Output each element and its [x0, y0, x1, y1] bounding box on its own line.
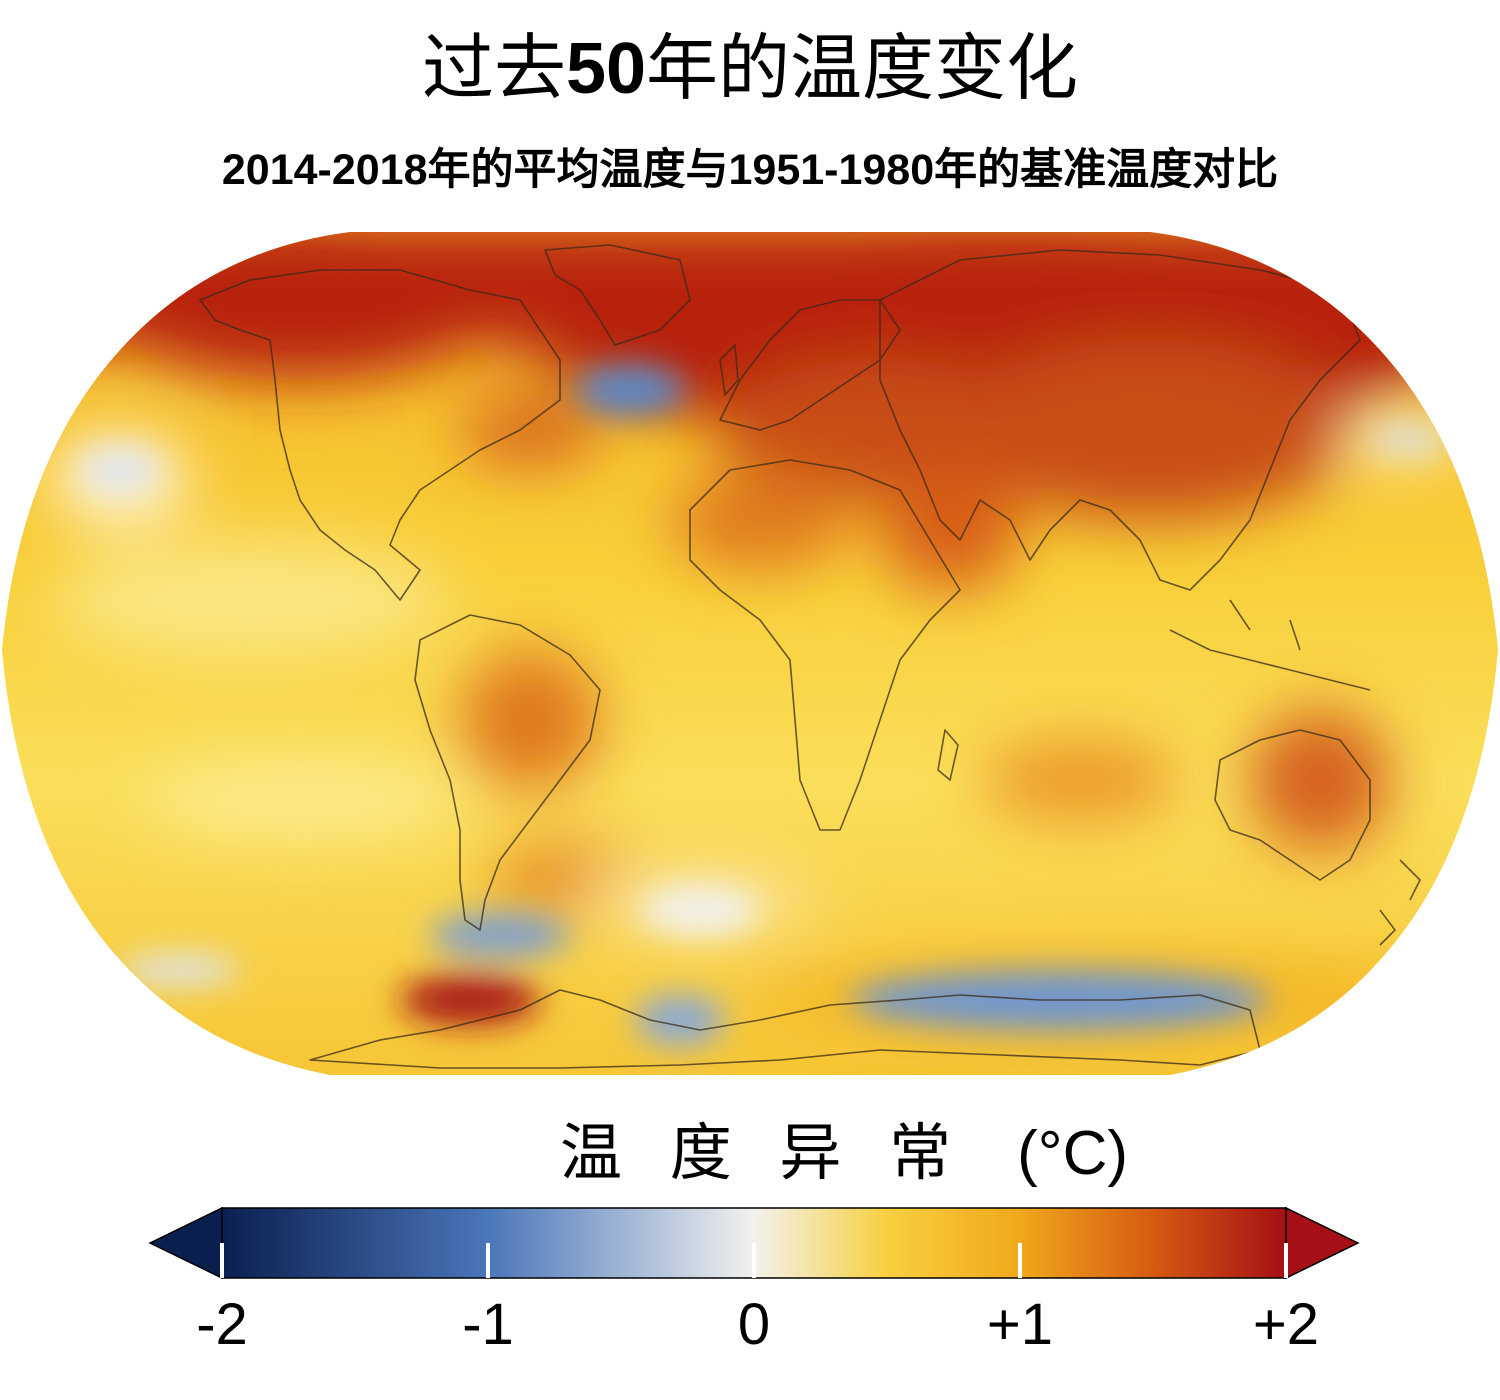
uk-outline — [719, 344, 739, 396]
colorbar-tick-marks — [220, 1243, 1288, 1278]
title-suffix: 年的温度变化 — [646, 26, 1079, 110]
legend-title-text: 温 度 异 常 — [560, 1116, 966, 1189]
globe — [2, 232, 1498, 1075]
page-subtitle: 2014-2018年的平均温度与1951-1980年的基准温度对比 — [221, 146, 1279, 194]
colorbar — [148, 1206, 1360, 1280]
temperature-anomaly-map — [2, 232, 1498, 1075]
new-zealand-outline — [1379, 859, 1421, 946]
colorbar-right-arrow — [1285, 1206, 1360, 1280]
colorbar-tick-label: +2 — [1252, 1292, 1320, 1357]
south-america-outline — [414, 614, 601, 931]
colorbar-tick-label: -1 — [462, 1292, 514, 1357]
madagascar-outline — [937, 729, 959, 781]
indonesia-outline — [1169, 599, 1371, 691]
title-prefix: 过去 — [421, 26, 566, 110]
colorbar-left-arrow — [148, 1206, 223, 1280]
africa-outline — [689, 459, 961, 831]
australia-outline — [1214, 729, 1371, 881]
legend-unit: (°C) — [1017, 1119, 1128, 1188]
title-number: 50 — [565, 29, 647, 109]
europe-outline — [719, 299, 901, 431]
page-title: 过去50年的温度变化 — [0, 18, 1500, 119]
coastlines — [199, 244, 1421, 1069]
greenland-outline — [544, 244, 691, 346]
asia-outline — [879, 249, 1361, 591]
colorbar-tick-label: -2 — [196, 1292, 248, 1357]
legend-title: 温 度 异 常 (°C) — [560, 1108, 1260, 1199]
north-america-outline — [199, 269, 561, 601]
colorbar-tick-label: +1 — [986, 1292, 1054, 1357]
colorbar-tick-label: 0 — [737, 1292, 771, 1357]
antarctica-outline — [309, 989, 1261, 1069]
